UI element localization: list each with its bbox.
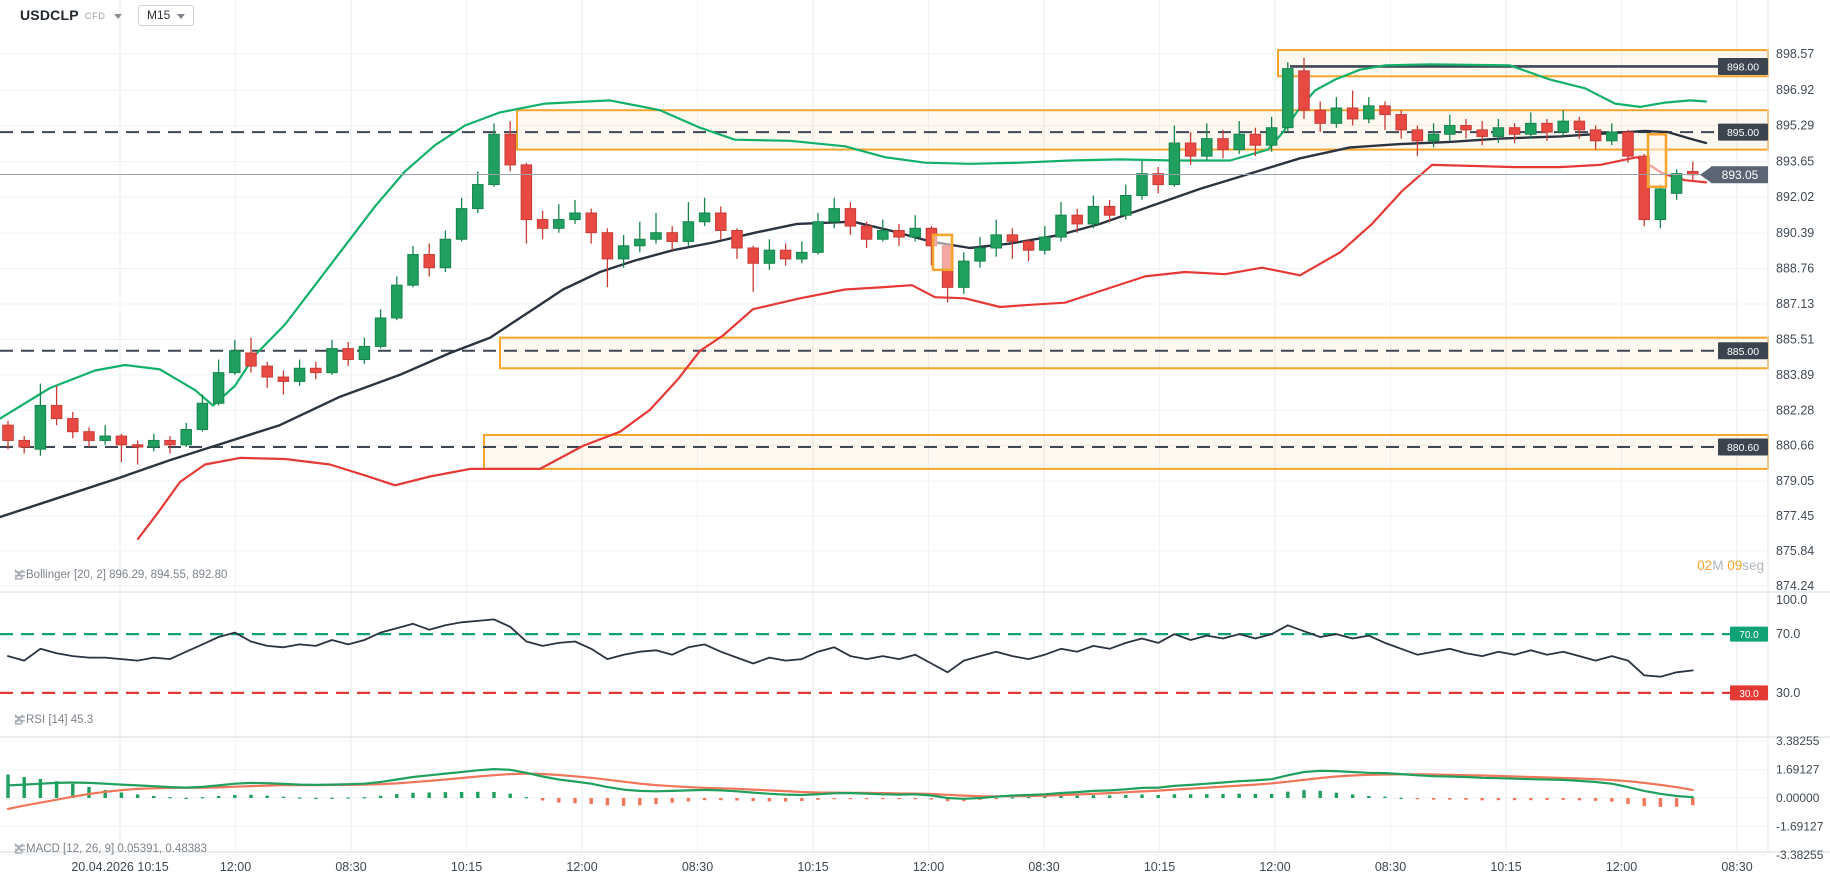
candle-countdown: 02M 09seg: [1697, 558, 1764, 573]
svg-text:888.76: 888.76: [1776, 262, 1814, 276]
svg-text:885.51: 885.51: [1776, 333, 1814, 347]
svg-text:10:15: 10:15: [1490, 860, 1521, 874]
instrument-header[interactable]: USDCLP CFD: [20, 7, 122, 23]
market-type-label: CFD: [84, 11, 106, 21]
svg-text:-3.38255: -3.38255: [1776, 848, 1824, 862]
chevron-down-icon: [113, 13, 122, 19]
svg-text:895.00: 895.00: [1727, 127, 1759, 139]
svg-text:0.00000: 0.00000: [1776, 791, 1820, 805]
svg-text:877.45: 877.45: [1776, 509, 1814, 523]
svg-text:70.0: 70.0: [1739, 630, 1759, 641]
svg-text:70.0: 70.0: [1776, 627, 1800, 641]
svg-text:883.89: 883.89: [1776, 368, 1814, 382]
svg-text:08:30: 08:30: [1028, 860, 1059, 874]
macd-indicator-label: MACD [12, 26, 9] 0.05391, 0.48383: [14, 843, 207, 855]
svg-text:12:00: 12:00: [913, 860, 944, 874]
svg-text:08:30: 08:30: [1721, 860, 1752, 874]
svg-text:895.29: 895.29: [1776, 119, 1814, 133]
svg-text:10:15: 10:15: [797, 860, 828, 874]
svg-text:30.0: 30.0: [1739, 689, 1759, 700]
svg-text:898.57: 898.57: [1776, 47, 1814, 61]
svg-text:12:00: 12:00: [1259, 860, 1290, 874]
svg-text:874.24: 874.24: [1776, 579, 1814, 593]
svg-text:890.39: 890.39: [1776, 226, 1814, 240]
countdown-seconds: 09: [1727, 558, 1743, 573]
svg-text:1.69127: 1.69127: [1776, 763, 1820, 777]
svg-text:10:15: 10:15: [451, 860, 482, 874]
svg-text:893.65: 893.65: [1776, 155, 1814, 169]
countdown-minutes-unit: M: [1712, 558, 1728, 573]
svg-text:887.13: 887.13: [1776, 297, 1814, 311]
macd-values: MACD [12, 26, 9] 0.05391, 0.48383: [26, 843, 207, 855]
timeframe-dropdown[interactable]: M15: [138, 5, 195, 26]
svg-text:12:00: 12:00: [220, 860, 251, 874]
svg-text:08:30: 08:30: [335, 860, 366, 874]
svg-text:-1.69127: -1.69127: [1776, 819, 1824, 833]
chevron-down-icon: [177, 13, 186, 19]
rsi-indicator-label: RSI [14] 45.3: [14, 714, 93, 726]
svg-text:08:30: 08:30: [682, 860, 713, 874]
svg-text:879.05: 879.05: [1776, 474, 1814, 488]
svg-text:885.00: 885.00: [1727, 346, 1759, 358]
svg-text:3.38255: 3.38255: [1776, 734, 1820, 748]
svg-text:880.60: 880.60: [1727, 442, 1759, 454]
rsi-values: RSI [14] 45.3: [26, 714, 94, 726]
countdown-minutes: 02: [1697, 558, 1713, 573]
bollinger-values: Bollinger [20, 2] 896.29, 894.55, 892.80: [26, 569, 228, 581]
bollinger-indicator-label: Bollinger [20, 2] 896.29, 894.55, 892.80: [14, 569, 227, 581]
svg-text:12:00: 12:00: [1606, 860, 1637, 874]
svg-text:30.0: 30.0: [1776, 686, 1800, 700]
svg-text:893.05: 893.05: [1722, 168, 1759, 182]
svg-text:898.00: 898.00: [1727, 61, 1759, 73]
svg-text:08:30: 08:30: [1375, 860, 1406, 874]
svg-text:875.84: 875.84: [1776, 544, 1814, 558]
svg-text:882.28: 882.28: [1776, 403, 1814, 417]
svg-text:896.92: 896.92: [1776, 83, 1814, 97]
svg-text:100.0: 100.0: [1776, 593, 1807, 607]
svg-text:20.04.2026 10:15: 20.04.2026 10:15: [71, 860, 168, 874]
svg-text:12:00: 12:00: [566, 860, 597, 874]
symbol-name: USDCLP: [20, 7, 79, 23]
svg-text:892.02: 892.02: [1776, 190, 1814, 204]
timeframe-value: M15: [147, 8, 171, 22]
svg-text:880.66: 880.66: [1776, 439, 1814, 453]
countdown-seconds-unit: seg: [1742, 558, 1764, 573]
svg-text:10:15: 10:15: [1144, 860, 1175, 874]
